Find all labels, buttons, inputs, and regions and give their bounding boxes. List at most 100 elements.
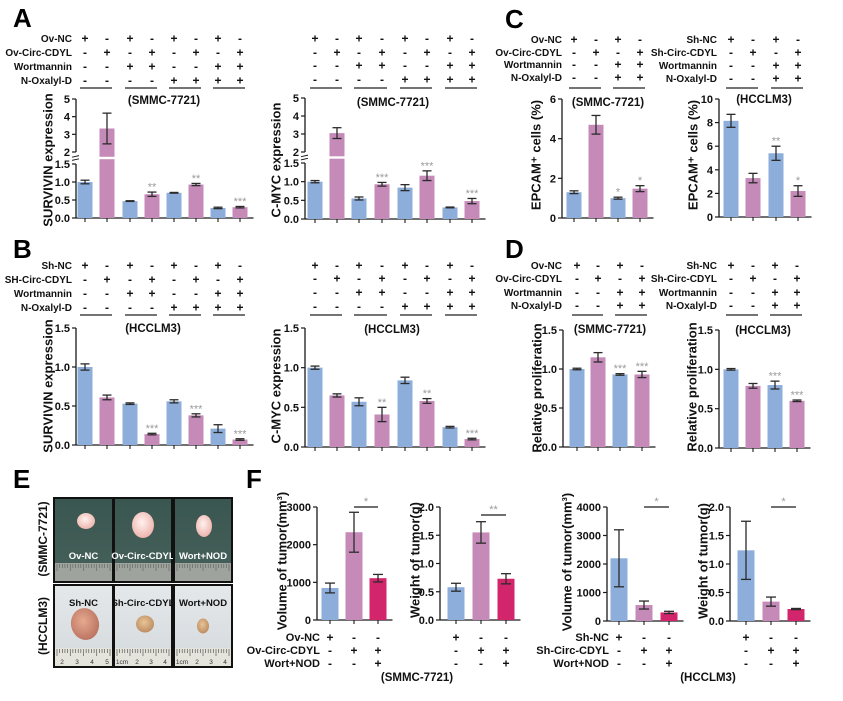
y-tick-label: 0.5 — [284, 195, 299, 207]
condition-sign: - — [751, 59, 755, 73]
bar — [188, 184, 204, 218]
condition-sign: + — [423, 73, 430, 87]
tumor — [77, 513, 95, 529]
condition-sign: + — [727, 259, 734, 273]
bar — [397, 187, 413, 219]
condition-sign: - — [470, 259, 474, 273]
axis-break-mark — [71, 158, 80, 161]
y-tick-label: 0 — [707, 212, 713, 224]
condition-sign: - — [572, 71, 576, 85]
ruler-number: 1cm — [176, 659, 188, 666]
bar — [464, 201, 480, 219]
condition-sign: + — [477, 644, 484, 658]
y-tick-label: 2 — [707, 188, 713, 200]
condition-sign: - — [83, 46, 87, 60]
condition-label: N-Oxalyl-D — [511, 73, 562, 84]
condition-sign: + — [446, 59, 453, 73]
bar — [590, 357, 606, 447]
condition-label: N-Oxalyl-D — [666, 74, 717, 85]
condition-sign: + — [355, 59, 362, 73]
photo-label: Ov-NC — [69, 551, 99, 562]
y-tick-label: 1.0 — [55, 177, 70, 189]
condition-sign: - — [667, 631, 671, 645]
condition-sign: + — [792, 644, 799, 658]
y-tick-label: 0.5 — [284, 402, 299, 414]
condition-sign: - — [335, 259, 339, 273]
y-tick-label: 1000 — [577, 588, 601, 600]
condition-sign: + — [401, 259, 408, 273]
condition-sign: + — [468, 73, 475, 87]
condition-sign: + — [355, 259, 362, 273]
bar — [122, 403, 138, 445]
panel-label-d: D — [505, 234, 524, 264]
y-tick-label: 0.0 — [55, 213, 70, 225]
condition-sign: - — [594, 71, 598, 85]
condition-sign: - — [380, 259, 384, 273]
condition-sign: + — [794, 59, 801, 73]
condition-sign: + — [767, 644, 774, 658]
condition-sign: + — [446, 286, 453, 300]
condition-sign: - — [380, 73, 384, 87]
condition-sign: - — [380, 32, 384, 46]
condition-sign: + — [401, 300, 408, 314]
y-tick-label: 1.5 — [709, 531, 724, 543]
condition-sign: + — [793, 272, 800, 286]
condition-sign: - — [796, 33, 800, 47]
bar — [232, 207, 248, 218]
condition-sign: - — [194, 259, 198, 273]
photo-ov-nc: Ov-NC — [53, 497, 114, 583]
condition-sign: + — [401, 73, 408, 87]
condition-sign: - — [335, 73, 339, 87]
y-axis-label: EPCAM⁺ cells (%) — [529, 100, 544, 210]
condition-sign: - — [150, 301, 154, 315]
bar — [767, 385, 783, 448]
condition-sign: - — [216, 273, 220, 287]
chart-title: (SMMC-7721) — [381, 672, 453, 684]
bar — [307, 367, 323, 447]
condition-sign: - — [352, 631, 356, 645]
condition-sign: - — [448, 272, 452, 286]
y-tick-label: 1.0 — [709, 559, 724, 571]
condition-label: Sh-NC — [575, 632, 609, 644]
ruler-number: 2 — [60, 659, 64, 666]
condition-sign: + — [792, 657, 799, 671]
bar — [790, 191, 806, 217]
bar — [610, 558, 628, 621]
bar — [447, 587, 465, 620]
significance-label: *** — [614, 363, 628, 375]
condition-sign: - — [105, 301, 109, 315]
panel-label-b: B — [13, 234, 32, 264]
condition-sign: + — [468, 46, 475, 60]
ruler — [115, 563, 171, 581]
condition-sign: - — [596, 299, 600, 313]
condition-sign: + — [326, 631, 333, 645]
ruler-number: 3 — [209, 659, 213, 666]
condition-sign: - — [128, 301, 132, 315]
axis-break-mark — [300, 154, 309, 158]
y-tick-label: 5 — [64, 94, 70, 106]
bar — [122, 201, 138, 218]
condition-sign: - — [729, 59, 733, 73]
y-tick-label: 4 — [707, 165, 714, 177]
y-tick-label: 0.0 — [542, 442, 557, 454]
condition-sign: + — [772, 33, 779, 47]
bar — [464, 439, 480, 447]
bar — [660, 612, 678, 621]
photo-row-label-hcclm3: (HCCLM3) — [36, 597, 50, 655]
condition-sign: - — [479, 657, 483, 671]
bar — [723, 369, 739, 448]
condition-sign: - — [425, 32, 429, 46]
significance-label: *** — [636, 361, 650, 373]
condition-sign: + — [468, 59, 475, 73]
y-tick-label: 1.5 — [698, 325, 713, 337]
condition-label: Wort+NOD — [553, 658, 609, 670]
bar — [569, 369, 585, 447]
condition-sign: + — [636, 71, 643, 85]
bar — [612, 374, 628, 447]
y-tick-label: 3000 — [577, 531, 601, 543]
condition-sign: - — [150, 259, 154, 273]
y-tick-label: 8 — [707, 118, 713, 130]
